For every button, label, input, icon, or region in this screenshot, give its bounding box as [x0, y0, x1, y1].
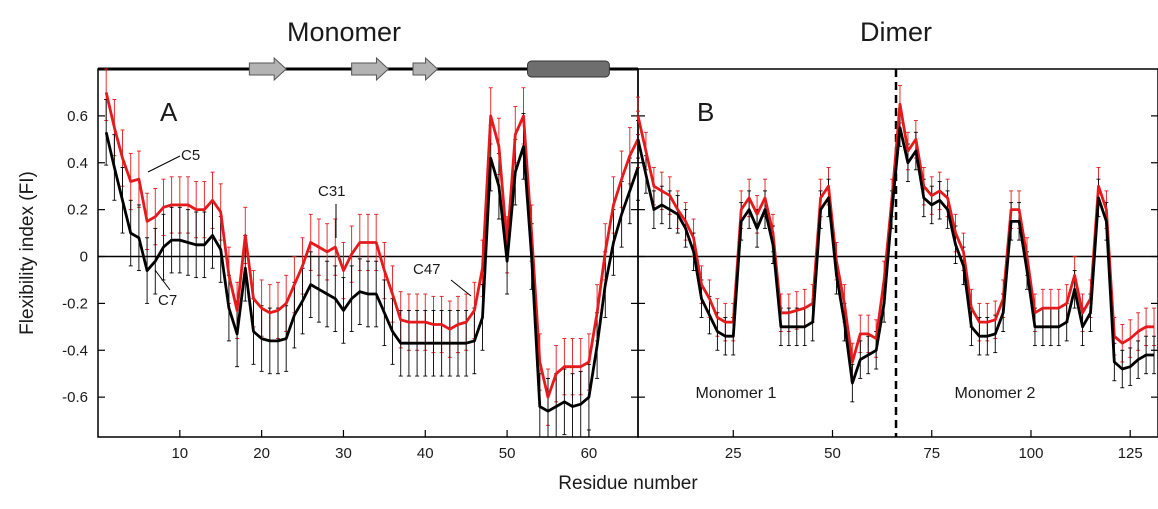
beta-strand-arrow: [351, 56, 390, 82]
beta-strand-arrow: [248, 56, 287, 82]
panel-a-title: Monomer: [287, 17, 401, 47]
x-tick-label-b: 50: [824, 445, 841, 462]
x-tick-label-a: 30: [335, 445, 352, 462]
y-tick-label: 0: [80, 249, 88, 266]
y-tick-label: 0.2: [67, 202, 88, 219]
annotations-panel-a: C5 C7 C31 C47: [147, 147, 472, 309]
series-line-black: [636, 126, 1154, 385]
y-tick-label: -0.6: [62, 389, 88, 406]
panel-a-letter: A: [160, 97, 178, 127]
region-label-monomer-2: Monomer 2: [955, 385, 1036, 402]
panel-b-frame: [637, 68, 1158, 438]
x-tick-label-a: 60: [581, 445, 598, 462]
y-tick-label: -0.2: [62, 295, 88, 312]
x-tick-label-b: 75: [923, 445, 940, 462]
panel-b: 25 50 75 100 125: [636, 69, 1158, 462]
annotation-c7-arrow: [154, 269, 171, 291]
y-tick-label: -0.4: [62, 342, 88, 359]
x-tick-label-a: 20: [253, 445, 270, 462]
x-axis-title: Residue number: [558, 473, 698, 494]
annotation-c5: C5: [181, 147, 200, 164]
panel-b-title: Dimer: [860, 17, 932, 47]
x-tick-label-a: 50: [499, 445, 516, 462]
panel-b-letter: B: [697, 97, 714, 127]
y-tick-label: 0.6: [67, 108, 88, 125]
alpha-helix-bar: [527, 60, 610, 78]
annotation-c31: C31: [318, 183, 346, 200]
x-tick-label-a: 40: [417, 445, 434, 462]
annotation-c5-arrow: [147, 155, 181, 173]
annotation-c47-arrow: [450, 279, 472, 297]
x-tick-label-b: 100: [1018, 445, 1043, 462]
x-tick-label-a: 10: [171, 445, 188, 462]
y-tick-label: 0.4: [67, 155, 88, 172]
series-line-black: [104, 131, 640, 413]
series-line-red: [104, 92, 640, 399]
x-tick-label-b: 25: [725, 445, 742, 462]
annotation-c47: C47: [413, 261, 441, 278]
y-axis-title: Flexibility index (FI): [17, 171, 38, 335]
annotation-c7: C7: [158, 292, 177, 309]
beta-strand-arrow: [412, 56, 439, 82]
x-tick-label-b: 125: [1118, 445, 1143, 462]
region-label-monomer-1: Monomer 1: [696, 385, 777, 402]
panel-a: 0.6 0.4 0.2 0 -0.2 -0.4 -0.6 10 20 30 40 50 60: [62, 56, 640, 462]
series-line-red: [636, 102, 1154, 364]
